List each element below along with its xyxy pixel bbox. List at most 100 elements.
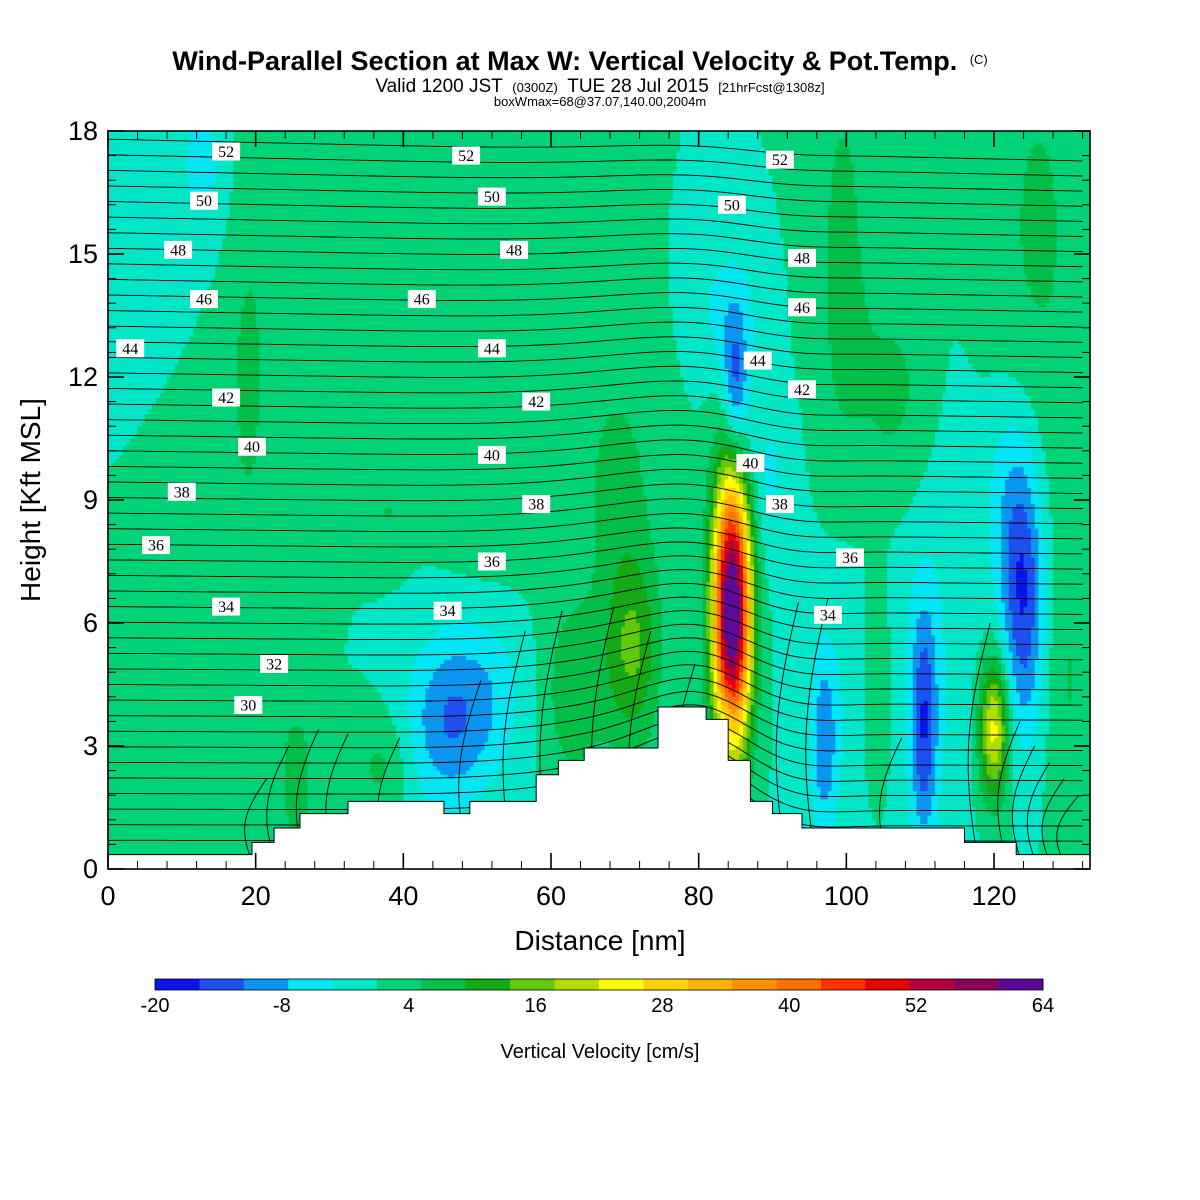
theta-contour-line [108, 380, 1083, 404]
colorbar-tick-label: 64 [1032, 995, 1054, 1017]
y-tick-label: 3 [83, 731, 98, 761]
contour-label-text: 48 [794, 251, 810, 268]
contour-label-text: 42 [218, 390, 234, 407]
contour-label-text: 50 [484, 189, 500, 206]
colorbar-swatch [909, 979, 955, 990]
contour-label: 42 [212, 388, 241, 407]
contour-label-box [407, 290, 436, 309]
contour-label: 40 [477, 445, 506, 464]
contour-label: 34 [212, 597, 241, 616]
theta-contour-line [108, 468, 1083, 494]
theta-contour-line [108, 555, 1083, 585]
contour-label: 30 [234, 696, 263, 715]
colorbar-swatch [687, 979, 733, 990]
theta-contour-line [805, 598, 829, 869]
colorbar-swatch [821, 979, 866, 990]
contour-label-text: 52 [458, 148, 474, 165]
y-tick-label: 9 [83, 485, 98, 515]
contour-label-box [212, 597, 241, 616]
contour-label-text: 46 [794, 300, 810, 317]
theta-contour-line [108, 439, 1083, 464]
contour-label-box [142, 536, 170, 555]
theta-contour-line [108, 454, 1083, 479]
colorbar-swatch [776, 979, 822, 990]
colorbar-tick-label: 52 [905, 995, 927, 1017]
contour-label-box [167, 482, 196, 501]
theta-contour-line [108, 483, 1083, 510]
contour-label: 38 [765, 495, 794, 514]
contour-label-text: 36 [842, 550, 858, 567]
contour-label-box [212, 142, 241, 161]
contour-label-box [238, 437, 266, 456]
theta-contour-line [967, 622, 991, 869]
contour-label: 46 [788, 298, 816, 317]
theta-contour-line [108, 498, 1083, 525]
contour-label-text: 50 [724, 197, 740, 214]
colorbar-tick-label: 40 [778, 995, 800, 1017]
theta-contour-line [108, 527, 1083, 555]
colorbar-swatch [243, 979, 289, 990]
contour-label: 50 [190, 191, 218, 210]
theta-contour-line [108, 541, 1083, 570]
contour-label: 48 [500, 240, 529, 259]
contour-label-box [477, 339, 506, 358]
theta-contour-line [108, 232, 1083, 253]
box-wmax-note: boxWmax=68@37.07,140.00,2004m [494, 94, 706, 109]
contour-label-box [477, 445, 506, 464]
y-tick-label: 0 [83, 854, 98, 884]
contour-label: 44 [477, 339, 506, 358]
title-block: Wind-Parallel Section at Max W: Vertical… [172, 46, 987, 109]
contour-label-box [452, 146, 481, 165]
colorbar: -20 -8 4 16 28 40 52 64 [141, 978, 1054, 1017]
contour-label: 46 [190, 290, 218, 309]
contour-label-text: 44 [484, 341, 500, 358]
contour-label-text: 48 [506, 242, 522, 259]
theta-contour-line [108, 154, 1083, 177]
contour-label-text: 40 [742, 456, 758, 473]
theta-contour-line [108, 569, 1083, 600]
theta-contour-line [244, 778, 268, 869]
contour-label-text: 34 [440, 603, 456, 620]
contour-label-box [500, 240, 529, 259]
plot-area: 30 32 34 34 34 36 36 36 38 38 38 40 40 40 42 42 42 44 44 44… [107, 130, 1091, 870]
theta-contour-line [108, 717, 1083, 767]
terrain [107, 706, 1091, 870]
contour-label-text: 38 [174, 484, 190, 501]
x-tick-label: 80 [684, 881, 714, 911]
contour-label: 52 [452, 146, 481, 165]
contour-label-box [477, 552, 506, 571]
contour-label-box [836, 548, 864, 567]
contour-label: 48 [788, 249, 816, 268]
contour-label: 40 [238, 437, 266, 456]
colorbar-tick-label: 4 [403, 995, 414, 1017]
contour-label-box [190, 191, 218, 210]
colorbar-swatch [599, 979, 644, 990]
contour-label-text: 34 [218, 599, 234, 616]
theta-contour-line [108, 650, 1083, 691]
theta-contour-line [108, 664, 1083, 706]
contour-label-box [433, 601, 462, 620]
contour-label-text: 32 [266, 657, 282, 674]
colorbar-swatch [332, 979, 378, 990]
contour-label-box [477, 187, 506, 206]
theta-contour-line [108, 596, 1083, 630]
contour-label-text: 46 [414, 292, 430, 309]
contour-label: 52 [765, 150, 794, 169]
contour-label-box [765, 495, 794, 514]
contour-label-box [743, 351, 772, 370]
contour-label-text: 48 [170, 242, 186, 259]
contour-label-text: 52 [772, 152, 788, 169]
contour-label-text: 36 [484, 554, 500, 571]
colorbar-tick-label: 28 [651, 995, 673, 1017]
contour-label-text: 46 [196, 292, 212, 309]
theta-contour-line [108, 247, 1083, 268]
x-tick-label: 0 [100, 881, 115, 911]
colorbar-frame [154, 978, 1044, 991]
contour-label-text: 34 [820, 607, 836, 624]
colorbar-swatch [199, 979, 245, 990]
terrain-mask [107, 706, 1091, 870]
theta-contour-line [1012, 745, 1036, 869]
x-tick-label: 20 [241, 881, 271, 911]
colorbar-swatch [643, 979, 689, 990]
colorbar-swatch [510, 979, 555, 990]
